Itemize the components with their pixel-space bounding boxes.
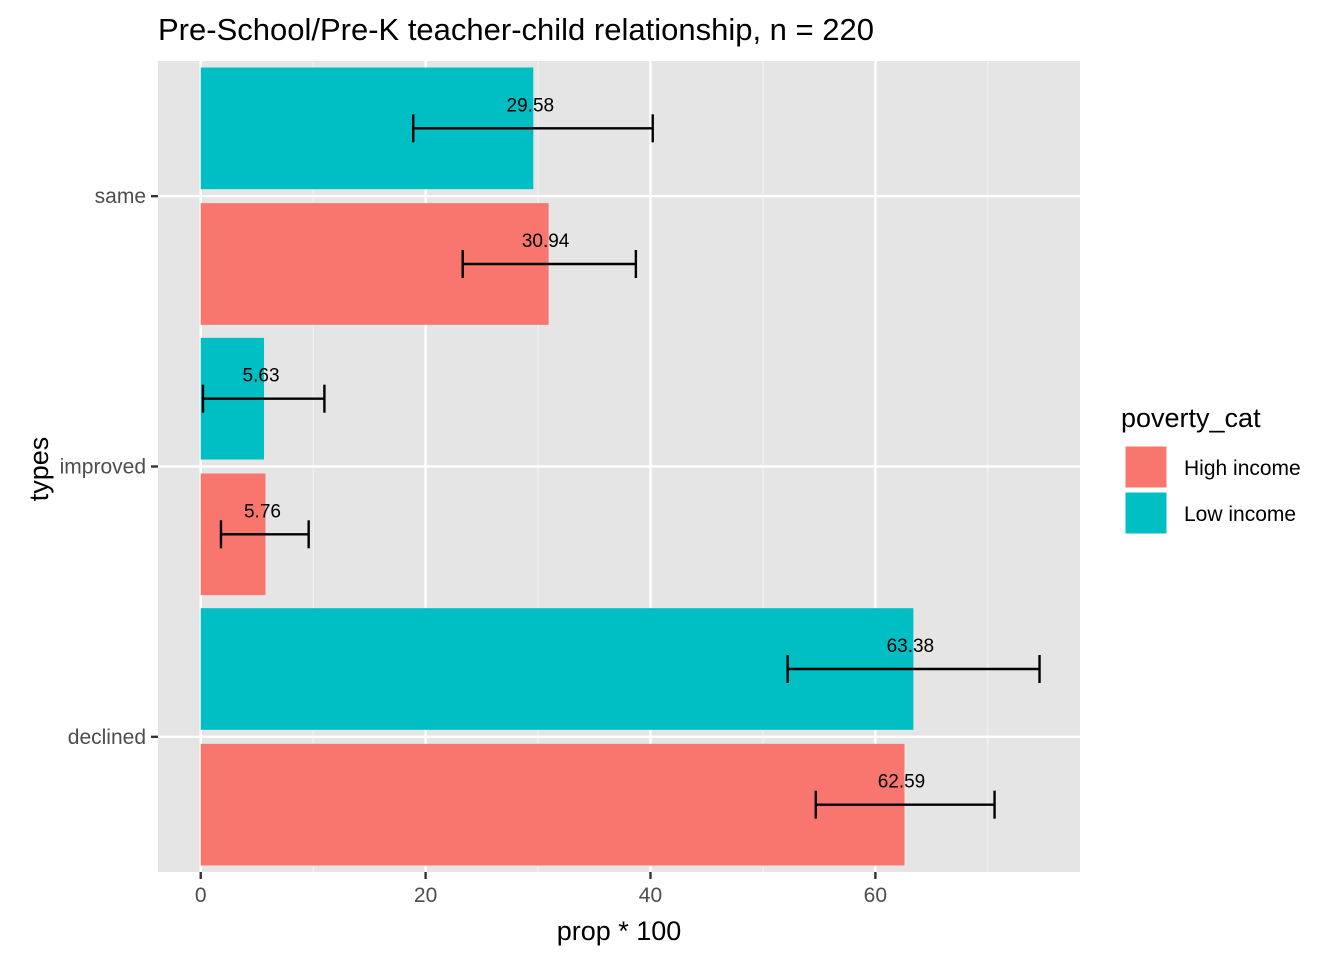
x-tick-label: 60 (864, 884, 887, 907)
y-tick-label-same: same (95, 185, 146, 208)
x-tick-label: 40 (639, 884, 662, 907)
error-bar-improved-low-income (201, 384, 326, 413)
legend: poverty_cat High income Low income (1121, 403, 1301, 535)
data-label-declined-low-income: 63.38 (887, 636, 935, 657)
y-tick-label-improved: improved (60, 456, 146, 479)
error-bar-same-low-income (412, 114, 654, 143)
y-tick-label-declined: declined (68, 726, 146, 749)
error-bars (201, 114, 1041, 819)
legend-title: poverty_cat (1121, 403, 1261, 433)
error-bar-declined-high-income (814, 790, 996, 819)
data-label-improved-high-income: 5.76 (244, 501, 281, 522)
chart-title: Pre-School/Pre-K teacher-child relations… (158, 12, 874, 47)
bars (200, 67, 914, 866)
x-axis: 0 20 40 60 (195, 872, 887, 907)
legend-key-low-income (1124, 491, 1168, 535)
x-tick-label: 0 (195, 884, 207, 907)
data-label-same-low-income: 29.58 (507, 95, 555, 116)
legend-label-high-income: High income (1184, 457, 1301, 480)
gridlines (158, 61, 1080, 872)
legend-key-high-income (1124, 445, 1168, 489)
x-tick-label: 20 (414, 884, 437, 907)
data-label-declined-high-income: 62.59 (878, 772, 926, 793)
data-label-same-high-income: 30.94 (522, 231, 570, 252)
error-bar-same-high-income (461, 249, 638, 278)
error-bar-declined-low-income (786, 655, 1041, 684)
y-axis-title: types (24, 437, 54, 502)
data-label-improved-low-income: 5.63 (243, 366, 280, 387)
bar-declined-high-income (200, 743, 905, 866)
x-axis-title: prop * 100 (557, 916, 682, 946)
error-bar-improved-high-income (219, 520, 310, 549)
legend-label-low-income: Low income (1184, 503, 1296, 526)
data-labels: 62.59 63.38 5.76 5.63 30.94 29.58 (243, 95, 935, 792)
y-axis: declined improved same (60, 185, 158, 749)
